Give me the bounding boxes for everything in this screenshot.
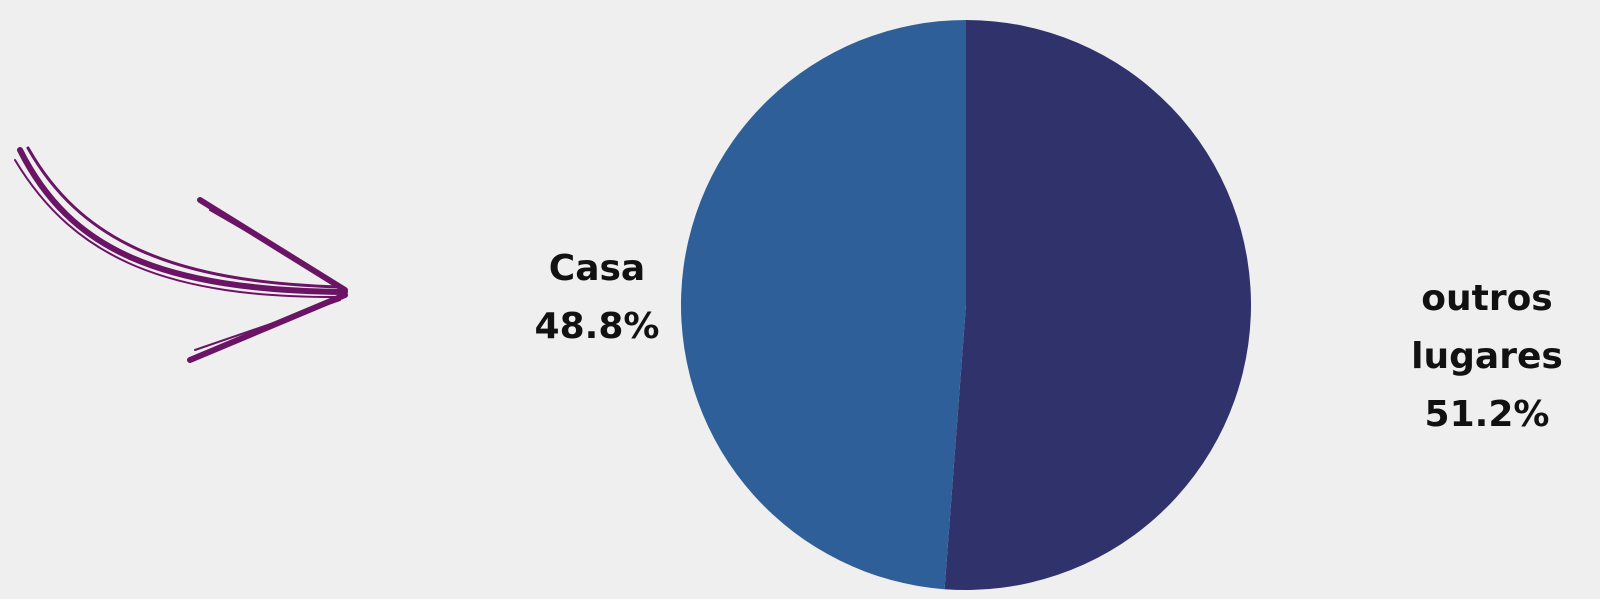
- category-label: outros lugares: [1411, 278, 1563, 377]
- category-label: Casa: [548, 248, 646, 289]
- decorative-arrow: [14, 146, 348, 363]
- value-label: 48.8%: [534, 306, 660, 347]
- slice-label: outros lugares 51.2%: [1402, 270, 1572, 444]
- slice-label: Casa 48.8%: [512, 240, 682, 356]
- pie-slice: [680, 20, 966, 590]
- pie-slice: [944, 20, 1251, 590]
- value-label: 51.2%: [1424, 394, 1550, 435]
